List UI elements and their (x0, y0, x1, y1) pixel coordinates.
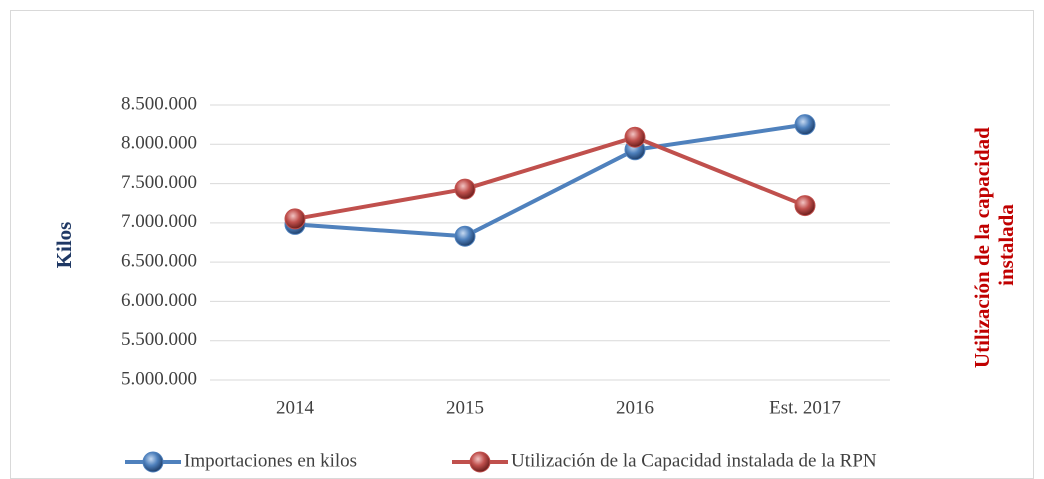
x-tick-label: Est. 2017 (769, 397, 841, 418)
series-marker (624, 126, 646, 148)
series-marker (284, 208, 306, 230)
y-tick-label: 6.500.000 (121, 251, 197, 272)
y-tick-label: 8.500.000 (121, 93, 197, 114)
legend-marker (142, 451, 164, 473)
series-line (294, 122, 806, 239)
y2-title-line: Utilización de la capacidad (970, 127, 994, 368)
legend-marker (469, 451, 491, 473)
series-marker (794, 195, 816, 217)
y-tick-label: 5.500.000 (121, 329, 197, 350)
series-marker (454, 225, 476, 247)
x-tick-label: 2014 (276, 397, 315, 418)
legend-label: Importaciones en kilos (184, 450, 357, 471)
x-tick-label: 2016 (616, 397, 654, 418)
series-line (294, 135, 806, 221)
y2-title-line: instalada (994, 204, 1018, 286)
chart-frame (10, 10, 1034, 479)
y-tick-label: 5.000.000 (121, 368, 197, 389)
y-tick-label: 7.500.000 (121, 172, 197, 193)
series-marker (454, 178, 476, 200)
series-marker (794, 114, 816, 136)
legend-label: Utilización de la Capacidad instalada de… (511, 450, 877, 471)
y-tick-label: 7.000.000 (121, 211, 197, 232)
y2-axis-title: Utilización de la capacidad instalada (970, 122, 1018, 368)
x-tick-label: 2015 (446, 397, 484, 418)
y-tick-label: 6.000.000 (121, 290, 197, 311)
y-tick-label: 8.000.000 (121, 133, 197, 154)
y-axis-title: Kilos (52, 222, 76, 269)
